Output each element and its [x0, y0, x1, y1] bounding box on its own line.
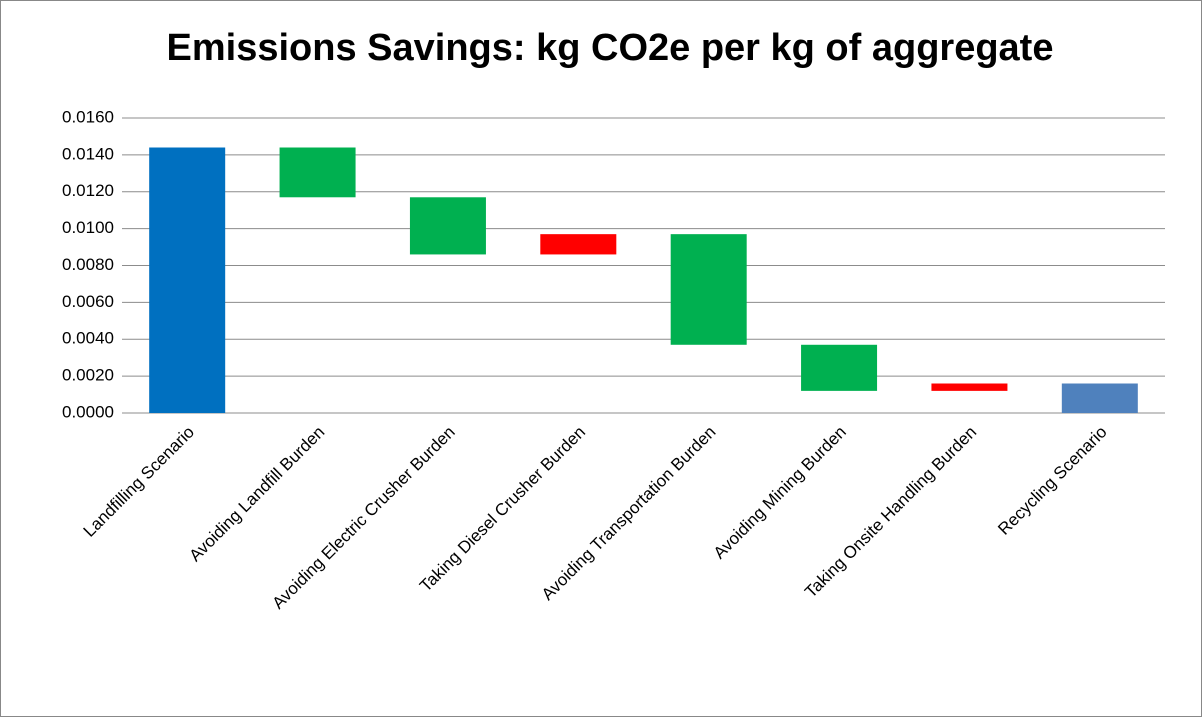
bar — [931, 383, 1008, 391]
y-tick-label: 0.0140 — [62, 144, 114, 163]
bar — [670, 234, 747, 345]
y-tick-label: 0.0160 — [62, 107, 114, 126]
y-tick-label: 0.0060 — [62, 292, 114, 311]
bar — [409, 197, 486, 255]
bar — [149, 147, 226, 413]
y-tick-label: 0.0120 — [62, 181, 114, 200]
bar — [279, 147, 356, 198]
chart-title: Emissions Savings: kg CO2e per kg of agg… — [167, 27, 1054, 69]
bar — [1061, 383, 1138, 413]
bar — [801, 344, 878, 391]
y-tick-label: 0.0000 — [62, 402, 114, 421]
y-tick-label: 0.0100 — [62, 218, 114, 237]
y-tick-label: 0.0080 — [62, 255, 114, 274]
y-tick-label: 0.0020 — [62, 366, 114, 385]
y-tick-label: 0.0040 — [62, 329, 114, 348]
bar — [540, 234, 617, 255]
